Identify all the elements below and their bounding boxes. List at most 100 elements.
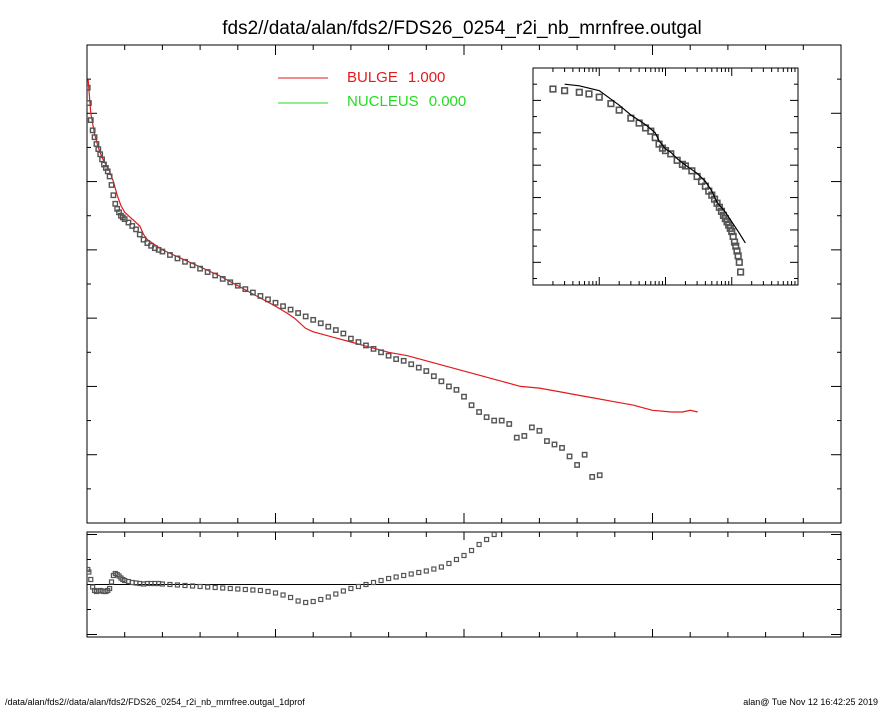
main-data-point: [110, 192, 117, 199]
resid-data-point: [453, 556, 460, 563]
main-data-point: [219, 275, 226, 282]
footer-path: /data/alan/fds2//data/alan/fds2/FDS26_02…: [5, 697, 305, 707]
main-data-point: [355, 339, 362, 345]
main-data-point: [446, 383, 452, 390]
resid-data-point: [318, 596, 324, 603]
resid-data-point: [416, 569, 422, 576]
inset-data-point: [735, 258, 743, 266]
main-data-point: [159, 248, 166, 255]
resid-data-point: [446, 560, 452, 567]
main-data: [87, 79, 698, 480]
main-data-point: [506, 421, 513, 427]
main-data-point: [121, 216, 128, 223]
main-data-point: [536, 427, 543, 434]
resid-data-point: [491, 532, 497, 538]
main-data-point: [140, 236, 147, 243]
main-data-point: [136, 231, 143, 238]
main-data-point: [87, 100, 92, 106]
resid-data-point: [333, 591, 339, 597]
resid-data-point: [220, 585, 226, 591]
inset-data-point: [736, 268, 745, 276]
main-data-point: [574, 462, 581, 468]
main-data-point: [129, 223, 136, 229]
resid-data-point: [108, 579, 115, 585]
resid-data-point: [378, 577, 384, 584]
main-panel: [86, 44, 842, 524]
resid-data-point: [107, 585, 113, 592]
resid-data: [87, 532, 841, 606]
plot-title: fds2//data/alan/fds2/FDS26_0254_r2i_nb_m…: [222, 18, 702, 39]
inset-data-point: [734, 252, 742, 260]
resid-data-point: [340, 588, 346, 594]
resid-data-point: [88, 576, 94, 583]
resid-data-point: [355, 583, 362, 590]
main-data-point: [87, 84, 91, 91]
inset-data-point: [730, 238, 739, 246]
main-data-point: [461, 393, 467, 400]
main-data-point: [212, 272, 219, 279]
resid-data-point: [408, 571, 414, 577]
main-data-point: [87, 117, 94, 124]
resid-data-point: [287, 594, 294, 601]
main-data-point: [112, 200, 119, 207]
main-data-point: [528, 424, 535, 431]
main-data-point: [453, 386, 460, 393]
main-data-point: [97, 151, 104, 158]
main-data-point: [340, 330, 347, 337]
main-data-point: [227, 279, 234, 286]
main-data-point: [348, 335, 354, 342]
main-data-point: [544, 438, 550, 444]
main-data-point: [589, 474, 596, 480]
inset-data-point: [595, 93, 603, 101]
resid-data-point: [257, 587, 264, 594]
main-data-point: [317, 320, 324, 327]
main-data-point: [204, 269, 211, 275]
inset-model-line: [564, 83, 746, 244]
main-data-point: [133, 226, 139, 233]
main-data-point: [596, 472, 603, 479]
main-data-point: [106, 173, 113, 180]
resid-data-point: [235, 586, 241, 592]
main-data-point: [491, 417, 498, 424]
resid-data-point: [182, 582, 188, 589]
inset-data-point: [549, 85, 557, 93]
main-data-point: [104, 168, 111, 175]
inset-data-point: [688, 167, 696, 175]
main-data-point: [265, 296, 271, 303]
main-data-point: [108, 182, 115, 188]
resid-data-point: [386, 575, 392, 582]
main-data-point: [559, 444, 565, 451]
main-data-point: [566, 453, 573, 460]
legend-label-bulge: BULGE 1.000: [347, 69, 445, 86]
main-data-point: [302, 313, 309, 320]
resid-data-point: [431, 566, 437, 572]
legend: BULGE 1.000 NUCLEUS 0.000: [278, 69, 466, 110]
main-data-point: [581, 451, 588, 458]
main-data-point: [125, 219, 132, 226]
footer-timestamp: alan@ Tue Nov 12 16:42:25 2019: [743, 697, 878, 707]
main-data-point: [99, 156, 105, 163]
main-data-point: [393, 356, 400, 363]
inset-frame: [532, 67, 799, 286]
inset-data-point: [667, 150, 675, 158]
main-data-point: [498, 417, 505, 424]
resid-data-point: [348, 585, 354, 592]
main-data-point: [89, 127, 96, 134]
resid-data-point: [167, 581, 173, 588]
resid-data-point: [189, 583, 196, 589]
resid-data-point: [423, 568, 429, 574]
main-data-point: [249, 289, 256, 296]
main-data-point: [332, 327, 339, 333]
main-data-point: [257, 293, 264, 299]
main-data-point: [438, 378, 445, 385]
resid-data-point: [280, 592, 286, 598]
main-data-point: [423, 368, 430, 374]
resid-data-point: [310, 598, 316, 605]
main-data-point: [476, 409, 482, 415]
resid-data-point: [393, 574, 399, 580]
main-data-point: [521, 433, 528, 439]
inset-data-point: [681, 162, 690, 170]
main-data-point: [182, 258, 188, 265]
resid-data-point: [370, 579, 377, 586]
inset-data-point: [585, 90, 593, 98]
